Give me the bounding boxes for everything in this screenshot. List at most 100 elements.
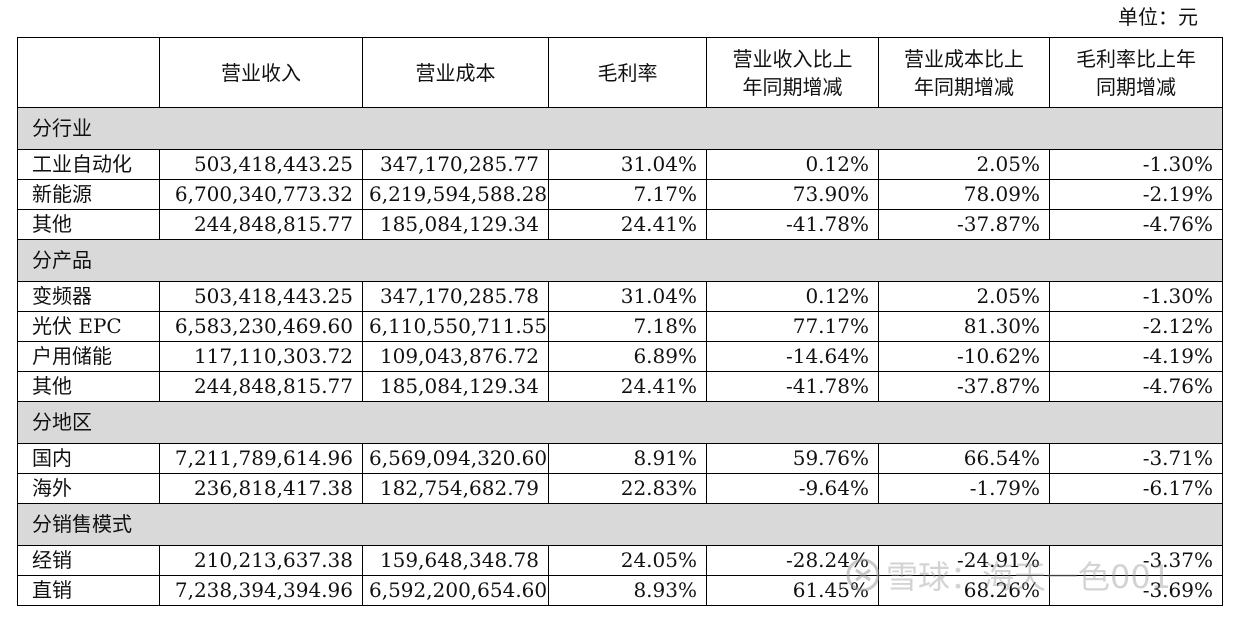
row-label: 其他: [17, 209, 160, 240]
table-cell: -24.91%: [878, 545, 1050, 576]
table-cell: 8.93%: [548, 575, 707, 606]
section-row: 分地区: [17, 401, 1223, 444]
table-cell: 78.09%: [878, 179, 1050, 210]
table-cell: 6,110,550,711.55: [362, 311, 549, 342]
table-cell: 6,569,094,320.60: [362, 443, 549, 474]
table-cell: 236,818,417.38: [159, 473, 363, 504]
table-cell: 73.90%: [706, 179, 879, 210]
table-cell: 8.91%: [548, 443, 707, 474]
table-cell: 68.26%: [878, 575, 1050, 606]
section-title: 分产品: [17, 239, 1223, 282]
table-cell: 6,219,594,588.28: [362, 179, 549, 210]
table-cell: 22.83%: [548, 473, 707, 504]
table-cell: 66.54%: [878, 443, 1050, 474]
table-cell: -3.37%: [1049, 545, 1223, 576]
table-cell: 31.04%: [548, 149, 707, 180]
table-cell: 347,170,285.77: [362, 149, 549, 180]
table-cell: -10.62%: [878, 341, 1050, 372]
table-cell: 0.12%: [706, 149, 879, 180]
table-cell: -41.78%: [706, 371, 879, 402]
table-row: 国内 7,211,789,614.96 6,569,094,320.60 8.91% 5…: [17, 443, 1223, 474]
table-body: 分行业 工业自动化 503,418,443.25 347,170,285.77 31.0…: [17, 107, 1223, 606]
table-cell: 159,648,348.78: [362, 545, 549, 576]
table-cell: 117,110,303.72: [159, 341, 363, 372]
table-row: 户用储能 117,110,303.72 109,043,876.72 6.89% -14…: [17, 341, 1223, 372]
row-label: 其他: [17, 371, 160, 402]
table-cell: 6,700,340,773.32: [159, 179, 363, 210]
table-cell: 347,170,285.78: [362, 281, 549, 312]
table-cell: 109,043,876.72: [362, 341, 549, 372]
table-cell: -41.78%: [706, 209, 879, 240]
table-cell: -1.30%: [1049, 281, 1223, 312]
table-cell: -2.12%: [1049, 311, 1223, 342]
table-cell: 182,754,682.79: [362, 473, 549, 504]
table-cell: 210,213,637.38: [159, 545, 363, 576]
column-header: 毛利率: [548, 37, 707, 108]
table-cell: -37.87%: [878, 371, 1050, 402]
table-cell: -4.76%: [1049, 371, 1223, 402]
row-label: 国内: [17, 443, 160, 474]
table-cell: 81.30%: [878, 311, 1050, 342]
revenue-breakdown-table: 营业收入 营业成本 毛利率 营业收入比上 年同期增减 营业成本比上 年同期增减 …: [17, 37, 1223, 606]
section-row: 分销售模式: [17, 503, 1223, 546]
table-cell: 7.17%: [548, 179, 707, 210]
table-cell: 61.45%: [706, 575, 879, 606]
table-cell: 185,084,129.34: [362, 371, 549, 402]
section-title: 分销售模式: [17, 503, 1223, 546]
column-header: 营业收入: [159, 37, 363, 108]
section-row: 分行业: [17, 107, 1223, 150]
table-row: 经销 210,213,637.38 159,648,348.78 24.05% -28.…: [17, 545, 1223, 576]
table-cell: 24.05%: [548, 545, 707, 576]
table-row: 工业自动化 503,418,443.25 347,170,285.77 31.04% 0…: [17, 149, 1223, 180]
row-label: 光伏 EPC: [17, 311, 160, 342]
table-row: 海外 236,818,417.38 182,754,682.79 22.83% -9.6…: [17, 473, 1223, 504]
table-cell: -9.64%: [706, 473, 879, 504]
table-cell: 24.41%: [548, 371, 707, 402]
table-cell: 6,592,200,654.60: [362, 575, 549, 606]
row-label: 直销: [17, 575, 160, 606]
table-row: 光伏 EPC 6,583,230,469.60 6,110,550,711.55 7.…: [17, 311, 1223, 342]
table-cell: 6.89%: [548, 341, 707, 372]
column-header: 营业收入比上 年同期增减: [706, 37, 879, 108]
table-cell: 31.04%: [548, 281, 707, 312]
column-header: 营业成本: [362, 37, 549, 108]
table-cell: 503,418,443.25: [159, 149, 363, 180]
row-label: 工业自动化: [17, 149, 160, 180]
table-cell: 24.41%: [548, 209, 707, 240]
table-cell: -4.19%: [1049, 341, 1223, 372]
table-cell: -2.19%: [1049, 179, 1223, 210]
row-label: 海外: [17, 473, 160, 504]
table-row: 其他 244,848,815.77 185,084,129.34 24.41% -41.…: [17, 209, 1223, 240]
section-row: 分产品: [17, 239, 1223, 282]
table-row: 变频器 503,418,443.25 347,170,285.78 31.04% 0.1…: [17, 281, 1223, 312]
table-cell: 7,211,789,614.96: [159, 443, 363, 474]
table-cell: 244,848,815.77: [159, 371, 363, 402]
table-cell: -6.17%: [1049, 473, 1223, 504]
table-cell: 2.05%: [878, 281, 1050, 312]
column-header: 毛利率比上年 同期增减: [1049, 37, 1223, 108]
table-cell: 185,084,129.34: [362, 209, 549, 240]
table-cell: -3.69%: [1049, 575, 1223, 606]
row-label: 变频器: [17, 281, 160, 312]
table-cell: -14.64%: [706, 341, 879, 372]
table-cell: -28.24%: [706, 545, 879, 576]
table-cell: -4.76%: [1049, 209, 1223, 240]
table-header-row: 营业收入 营业成本 毛利率 营业收入比上 年同期增减 营业成本比上 年同期增减 …: [17, 37, 1223, 108]
table-cell: 59.76%: [706, 443, 879, 474]
table-cell: 7,238,394,394.96: [159, 575, 363, 606]
table-cell: -1.30%: [1049, 149, 1223, 180]
table-cell: -3.71%: [1049, 443, 1223, 474]
column-header: 营业成本比上 年同期增减: [878, 37, 1050, 108]
table-cell: 2.05%: [878, 149, 1050, 180]
table-cell: -37.87%: [878, 209, 1050, 240]
table-row: 直销 7,238,394,394.96 6,592,200,654.60 8.93% 6…: [17, 575, 1223, 606]
table-cell: 6,583,230,469.60: [159, 311, 363, 342]
table-cell: 0.12%: [706, 281, 879, 312]
table-cell: 77.17%: [706, 311, 879, 342]
table-cell: 244,848,815.77: [159, 209, 363, 240]
table-cell: 7.18%: [548, 311, 707, 342]
unit-label: 单位：元: [1118, 5, 1198, 29]
row-label: 户用储能: [17, 341, 160, 372]
table-row: 其他 244,848,815.77 185,084,129.34 24.41% -41.…: [17, 371, 1223, 402]
section-title: 分地区: [17, 401, 1223, 444]
